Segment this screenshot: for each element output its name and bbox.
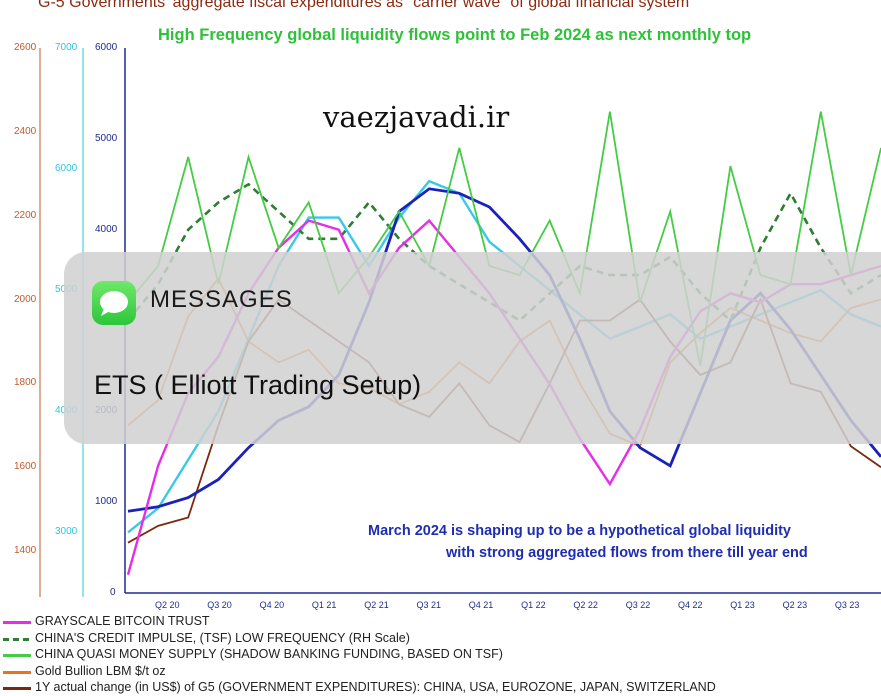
x-tick-label: Q2 22	[573, 600, 598, 610]
brown-axis-tick-label: 2200	[14, 209, 37, 221]
legend-swatch	[3, 621, 31, 624]
chart-subtitle: High Frequency global liquidity flows po…	[158, 26, 752, 44]
legend-label: 1Y actual change (in US$) of G5 (GOVERNM…	[35, 680, 716, 694]
legend-label: CHINA'S CREDIT IMPULSE, (TSF) LOW FREQUE…	[35, 630, 410, 645]
legend-label: CHINA QUASI MONEY SUPPLY (SHADOW BANKING…	[35, 647, 503, 661]
x-tick-label: Q1 21	[311, 600, 337, 610]
legend-swatch	[3, 637, 31, 641]
x-tick-label: Q2 21	[364, 600, 389, 610]
x-tick-label: Q2 23	[782, 600, 808, 610]
x-tick-label: Q4 22	[678, 600, 703, 610]
navy-axis-tick-label: 5000	[95, 132, 118, 144]
watermark: vaezjavadi.ir	[323, 100, 510, 134]
legend-swatch	[3, 670, 31, 674]
messages-icon	[92, 281, 136, 325]
legend-swatch	[3, 687, 31, 690]
navy-axis-tick-label: 6000	[95, 42, 118, 53]
cyan-axis-tick-label: 7000	[55, 42, 78, 53]
legend-label: GRAYSCALE BITCOIN TRUST	[35, 614, 210, 628]
annotation-line-1: March 2024 is shaping up to be a hypothe…	[368, 523, 791, 539]
notification-app-name: MESSAGES	[150, 286, 293, 313]
message-notification[interactable]: MESSAGES ETS ( Elliott Trading Setup)	[64, 252, 881, 444]
x-tick-label: Q3 22	[625, 600, 651, 610]
x-tick-label: Q1 23	[730, 600, 755, 610]
navy-axis-tick-label: 1000	[95, 496, 118, 508]
brown-axis-tick-label: 2600	[14, 42, 37, 53]
annotation-line-2: with strong aggregated flows from there …	[446, 545, 808, 561]
brown-axis-tick-label: 1600	[14, 461, 37, 473]
brown-axis-tick-label: 2000	[14, 293, 37, 305]
legend-swatch	[3, 654, 31, 657]
legend-label: Gold Bullion LBM $/t oz	[35, 663, 166, 678]
navy-axis-tick-label: 4000	[95, 223, 118, 235]
navy-axis-tick-label: 0	[110, 587, 116, 598]
brown-axis-tick-label: 1800	[14, 377, 37, 389]
x-tick-label: Q2 20	[155, 600, 180, 610]
chart-title: G-5 Governments' aggregate fiscal expend…	[38, 0, 690, 11]
x-tick-label: Q3 23	[834, 600, 860, 610]
x-tick-label: Q4 21	[468, 600, 494, 610]
x-tick-label: Q1 22	[521, 600, 546, 610]
notification-body: ETS ( Elliott Trading Setup)	[94, 370, 422, 400]
x-tick-label: Q3 21	[416, 600, 442, 610]
x-tick-label: Q3 20	[207, 600, 232, 610]
cyan-axis-tick-label: 6000	[55, 163, 78, 175]
x-tick-label: Q4 20	[259, 600, 285, 610]
cyan-axis-tick-label: 3000	[55, 526, 78, 538]
brown-axis-tick-label: 1400	[14, 545, 37, 557]
brown-axis-tick-label: 2400	[14, 125, 37, 137]
